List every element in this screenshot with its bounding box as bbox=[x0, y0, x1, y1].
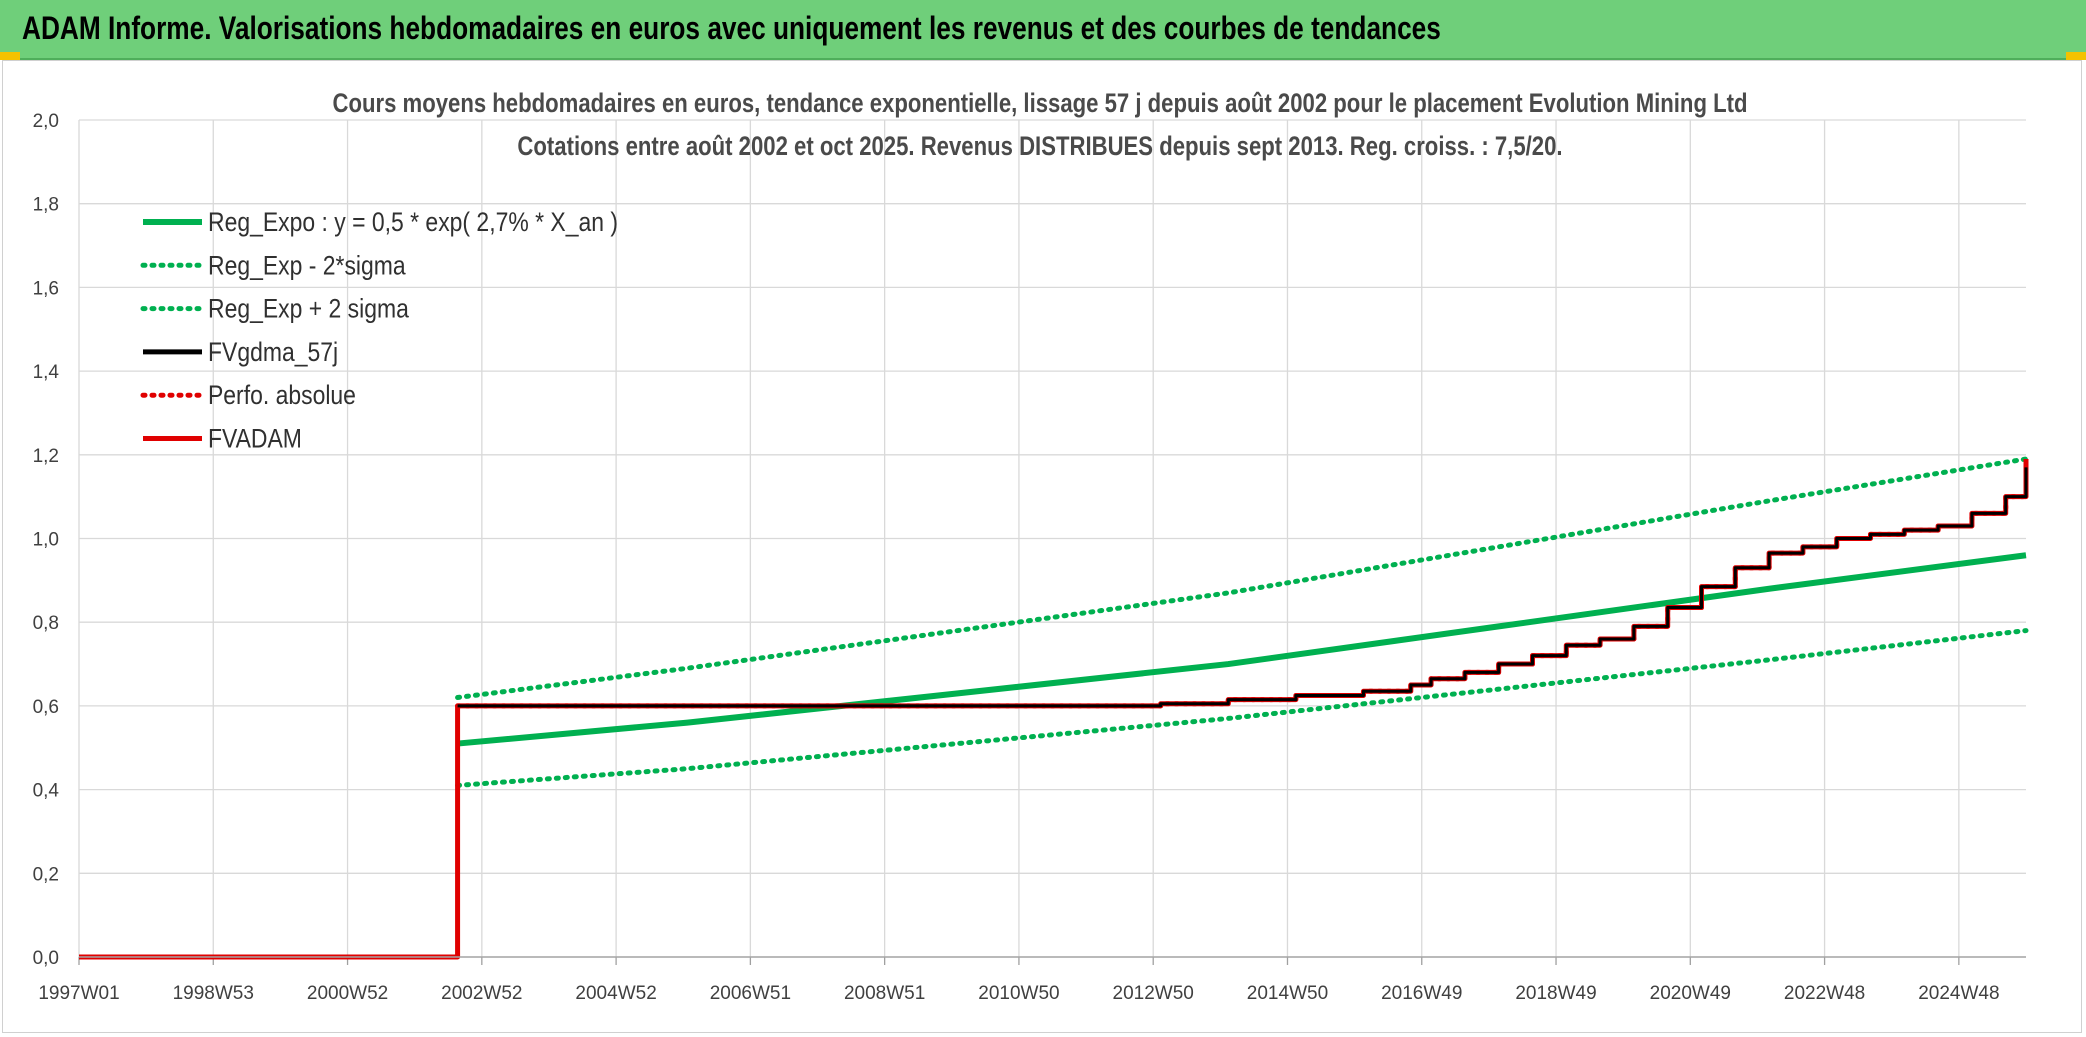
x-tick-label: 2018W49 bbox=[1515, 983, 1596, 1004]
chart-legend: Reg_Expo : y = 0,5 * exp( 2,7% * X_an ) R… bbox=[140, 207, 618, 454]
x-tick-label: 1997W01 bbox=[38, 983, 119, 1004]
y-tick-label: 0,6 bbox=[33, 697, 59, 718]
series-line-0 bbox=[457, 552, 2027, 747]
series-line-3 bbox=[457, 467, 2028, 708]
y-tick-label: 2,0 bbox=[33, 111, 59, 132]
legend-label: FVgdma_57j bbox=[208, 337, 338, 367]
chart-area bbox=[2, 60, 2082, 1033]
series-line-2 bbox=[455, 456, 2029, 701]
y-tick-label: 0,4 bbox=[33, 781, 60, 802]
y-tick-label: 1,8 bbox=[33, 195, 59, 216]
x-tick-label: 2010W50 bbox=[978, 983, 1059, 1004]
chart-subtitle: Cotations entre août 2002 et oct 2025. R… bbox=[517, 132, 1562, 162]
x-tick-label: 2008W51 bbox=[844, 983, 925, 1004]
y-tick-label: 1,0 bbox=[33, 530, 59, 551]
y-tick-label: 1,2 bbox=[33, 446, 59, 467]
y-tick-label: 0,0 bbox=[33, 948, 59, 969]
x-tick-label: 1998W53 bbox=[173, 983, 254, 1004]
y-tick-label: 1,6 bbox=[33, 278, 59, 299]
header-banner: ADAM Informe. Valorisations hebdomadaire… bbox=[0, 0, 2086, 60]
chart-grid bbox=[78, 119, 2026, 965]
y-tick-label: 0,8 bbox=[33, 613, 59, 634]
legend-label: FVADAM bbox=[208, 424, 302, 454]
x-tick-label: 2012W50 bbox=[1113, 983, 1194, 1004]
chart-series bbox=[79, 456, 2029, 960]
legend-label: Reg_Exp + 2 sigma bbox=[208, 294, 409, 324]
x-axis-ticks: 1997W01 1998W53 2000W52 2002W52 2004W52 2006W… bbox=[38, 983, 1999, 1004]
x-tick-label: 2016W49 bbox=[1381, 983, 1462, 1004]
legend-label: Reg_Expo : y = 0,5 * exp( 2,7% * X_an ) bbox=[208, 207, 618, 237]
x-tick-label: 2000W52 bbox=[307, 983, 388, 1004]
x-tick-label: 2020W49 bbox=[1650, 983, 1731, 1004]
page-title: ADAM Informe. Valorisations hebdomadaire… bbox=[22, 10, 1441, 46]
x-tick-label: 2004W52 bbox=[575, 983, 656, 1004]
series-line-5 bbox=[79, 458, 2029, 960]
legend-label: Perfo. absolue bbox=[208, 380, 356, 410]
legend-label: Reg_Exp - 2*sigma bbox=[208, 251, 406, 281]
y-tick-label: 1,4 bbox=[33, 362, 60, 383]
corner-accent-left bbox=[0, 52, 20, 60]
x-tick-label: 2006W51 bbox=[710, 983, 791, 1004]
x-tick-label: 2024W48 bbox=[1918, 983, 1999, 1004]
x-tick-label: 2022W48 bbox=[1784, 983, 1865, 1004]
corner-accent-right bbox=[2066, 52, 2086, 60]
chart-title: Cours moyens hebdomadaires en euros, ten… bbox=[332, 89, 1747, 119]
x-tick-label: 2014W50 bbox=[1247, 983, 1328, 1004]
x-tick-label: 2002W52 bbox=[441, 983, 522, 1004]
y-tick-label: 0,2 bbox=[33, 864, 59, 885]
y-axis-ticks: 0,0 0,2 0,4 0,6 0,8 1,0 1,2 1,4 1,6 1,8 2,0 bbox=[33, 111, 60, 969]
series-line-1 bbox=[455, 628, 2029, 788]
